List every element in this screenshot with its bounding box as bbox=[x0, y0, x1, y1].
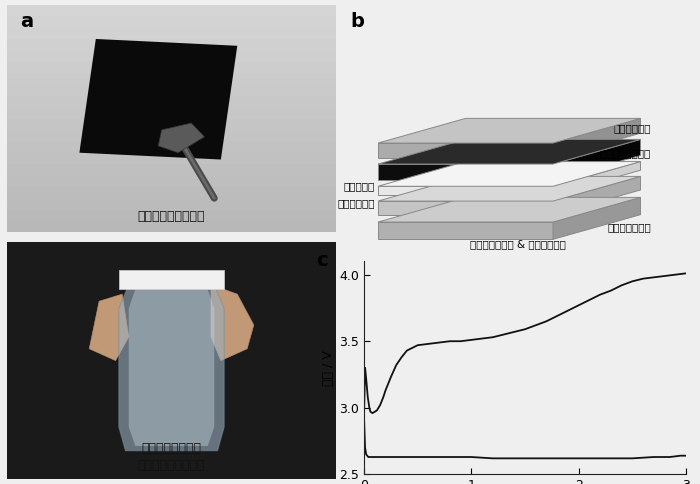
Bar bbox=[7, 84, 336, 96]
Bar bbox=[7, 164, 336, 175]
Text: b: b bbox=[350, 12, 364, 31]
Polygon shape bbox=[378, 222, 553, 240]
Polygon shape bbox=[79, 39, 237, 160]
Bar bbox=[7, 107, 336, 119]
Polygon shape bbox=[129, 289, 214, 446]
Text: a: a bbox=[20, 12, 34, 30]
Polygon shape bbox=[119, 285, 224, 451]
Polygon shape bbox=[90, 294, 129, 361]
Text: 多孔性カーボン電極: 多孔性カーボン電極 bbox=[138, 210, 205, 223]
Polygon shape bbox=[378, 164, 553, 180]
Bar bbox=[7, 96, 336, 107]
Y-axis label: 電圧 / V: 電圧 / V bbox=[322, 350, 335, 386]
Polygon shape bbox=[553, 162, 640, 195]
Polygon shape bbox=[378, 186, 553, 195]
Bar bbox=[119, 271, 224, 289]
Bar bbox=[7, 73, 336, 84]
Polygon shape bbox=[211, 285, 253, 361]
Bar bbox=[7, 141, 336, 153]
Bar bbox=[7, 130, 336, 141]
Bar bbox=[7, 62, 336, 73]
Text: 多孔性カーボン電極: 多孔性カーボン電極 bbox=[595, 148, 651, 158]
Bar bbox=[7, 28, 336, 39]
Text: セパレータ: セパレータ bbox=[343, 182, 374, 191]
Text: 電解液注液技術 & 電極積層技術: 電解液注液技術 & 電極積層技術 bbox=[470, 239, 566, 249]
Polygon shape bbox=[378, 139, 640, 164]
Polygon shape bbox=[553, 197, 640, 240]
Polygon shape bbox=[553, 119, 640, 158]
Polygon shape bbox=[378, 176, 640, 201]
Polygon shape bbox=[553, 176, 640, 215]
Bar bbox=[7, 5, 336, 16]
Text: エーター含有電解液: エーター含有電解液 bbox=[138, 459, 205, 472]
Polygon shape bbox=[553, 139, 640, 180]
Bar bbox=[7, 187, 336, 198]
Text: 流路尌集電体: 流路尌集電体 bbox=[613, 123, 651, 133]
Polygon shape bbox=[378, 143, 553, 158]
Bar bbox=[7, 16, 336, 28]
Polygon shape bbox=[158, 123, 204, 153]
Text: 金属リチウム: 金属リチウム bbox=[337, 198, 374, 209]
Bar bbox=[7, 153, 336, 164]
Bar bbox=[7, 39, 336, 50]
Polygon shape bbox=[378, 197, 640, 222]
Bar bbox=[7, 198, 336, 210]
Bar bbox=[7, 119, 336, 130]
Bar bbox=[7, 50, 336, 62]
Text: c: c bbox=[316, 251, 328, 270]
Text: レドックスメディ: レドックスメディ bbox=[141, 442, 202, 455]
Bar bbox=[7, 221, 336, 232]
Polygon shape bbox=[378, 119, 640, 143]
Polygon shape bbox=[378, 162, 640, 186]
Bar bbox=[7, 176, 336, 187]
Text: メッシュ集電体: メッシュ集電体 bbox=[608, 222, 651, 232]
Bar bbox=[7, 210, 336, 221]
Polygon shape bbox=[378, 201, 553, 215]
